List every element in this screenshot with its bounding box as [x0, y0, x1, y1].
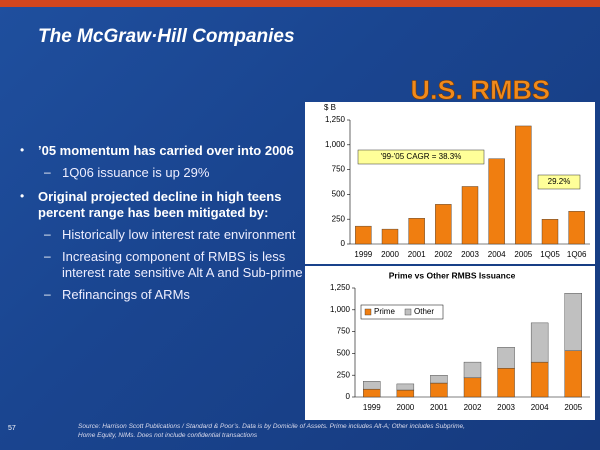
- legend-swatch: [404, 308, 412, 316]
- bar-segment: [430, 375, 448, 384]
- x-tick-label: 2000: [396, 403, 414, 412]
- annotation: '99-'05 CAGR = 38.3%: [381, 152, 462, 161]
- annotation-box: [357, 149, 485, 165]
- x-tick-label: 1999: [354, 250, 372, 259]
- bar-segment: [497, 368, 515, 398]
- x-tick-label: 1Q05: [540, 250, 560, 259]
- annotation-box: [537, 174, 581, 190]
- y-tick-label: 250: [332, 214, 346, 223]
- bar: [435, 204, 452, 245]
- x-tick-label: 1999: [363, 403, 381, 412]
- y-tick-label: 1,250: [325, 115, 346, 124]
- x-tick-label: 2001: [430, 403, 448, 412]
- bar: [408, 218, 425, 245]
- page-number: 57: [8, 425, 16, 432]
- bullet-dash: –: [44, 165, 51, 179]
- logo: The McGraw·Hill Companies: [38, 26, 295, 47]
- x-tick-label: 2002: [464, 403, 482, 412]
- sub-bullet: Historically low interest rate environme…: [62, 227, 296, 242]
- y-tick-label: 750: [337, 327, 351, 336]
- bar-segment: [363, 388, 381, 398]
- bullet: ’05 momentum has carried over into 2006: [38, 143, 294, 158]
- source: Source: Harrison Scott Publications / St…: [78, 423, 465, 439]
- x-tick-label: 2004: [488, 250, 506, 259]
- bullet: Original projected decline in high teens…: [38, 189, 282, 220]
- legend-label: Other: [414, 307, 434, 316]
- bar-segment: [530, 361, 549, 398]
- bullet-dash: –: [44, 287, 51, 301]
- top-strip: [0, 0, 600, 7]
- x-tick-label: 2004: [531, 403, 549, 412]
- x-tick-label: 2005: [564, 403, 582, 412]
- bullet-dot: •: [20, 143, 25, 157]
- bar-segment: [396, 383, 415, 391]
- bar: [568, 211, 585, 245]
- bar-segment: [463, 361, 482, 379]
- x-tick-label: 2003: [461, 250, 479, 259]
- bar-segment: [564, 293, 582, 351]
- y-tick-label: 0: [341, 239, 346, 248]
- bullet-dash: –: [44, 249, 51, 263]
- y-tick-label: 250: [337, 370, 351, 379]
- bar-segment: [564, 350, 582, 398]
- slide-title: U.S. RMBS: [410, 75, 550, 105]
- x-tick-label: 2003: [497, 403, 515, 412]
- y-tick-label: 1,250: [330, 283, 351, 292]
- sub-bullet: 1Q06 issuance is up 29%: [62, 165, 210, 180]
- bar-segment: [430, 382, 448, 398]
- bar-segment: [497, 347, 515, 369]
- x-tick-label: 2001: [408, 250, 426, 259]
- y-tick-label: 1,000: [330, 305, 351, 314]
- bar: [515, 125, 532, 245]
- bar-segment: [396, 389, 415, 398]
- bullet-dot: •: [20, 189, 25, 203]
- x-tick-label: 2000: [381, 250, 399, 259]
- x-tick-label: 1Q06: [567, 250, 587, 259]
- bar: [461, 186, 479, 245]
- y-tick-label: 0: [346, 392, 351, 401]
- bar-segment: [363, 381, 381, 390]
- bullet-dash: –: [44, 227, 51, 241]
- axis-unit: $ B: [324, 103, 336, 112]
- legend-label: Prime: [374, 307, 395, 316]
- y-tick-label: 1,000: [325, 140, 346, 149]
- legend-swatch: [364, 308, 372, 316]
- bar-segment: [530, 322, 549, 363]
- legend-box: [360, 304, 444, 320]
- y-tick-label: 750: [332, 165, 346, 174]
- bar: [541, 218, 559, 245]
- x-tick-label: 2005: [514, 250, 532, 259]
- bar-segment: [463, 377, 482, 398]
- bar: [381, 228, 399, 245]
- annotation: 29.2%: [548, 177, 571, 186]
- y-tick-label: 500: [337, 349, 351, 358]
- sub-bullet: Refinancings of ARMs: [62, 287, 190, 302]
- chart-title: Prime vs Other RMBS Issuance: [389, 270, 516, 280]
- sub-bullet: Increasing component of RMBS is less int…: [62, 249, 303, 280]
- bar: [355, 225, 372, 245]
- x-tick-label: 2002: [434, 250, 452, 259]
- y-tick-label: 500: [332, 190, 346, 199]
- bar: [488, 158, 505, 245]
